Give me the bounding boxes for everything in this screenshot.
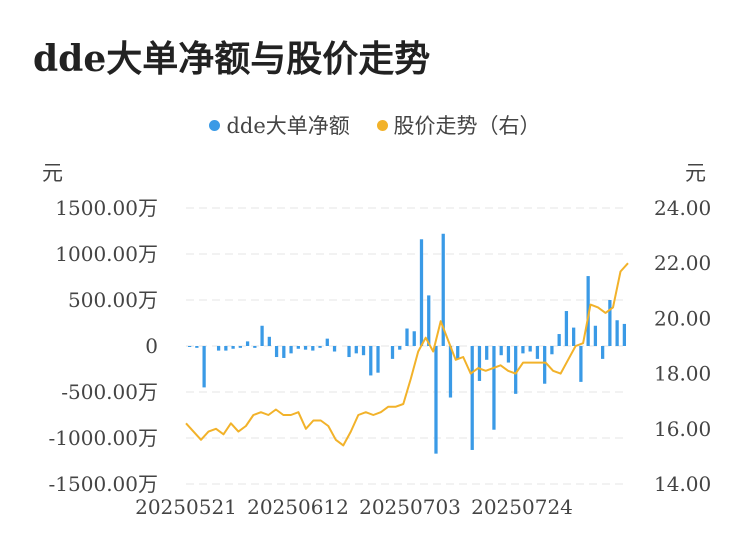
x-tick-label: 20250521	[135, 495, 237, 519]
legend-label-price: 股价走势（右）	[393, 114, 541, 138]
dde-bar	[419, 239, 424, 346]
dde-bar	[448, 346, 453, 398]
dde-bar	[187, 346, 192, 347]
dde-bar	[202, 346, 206, 388]
dde-bar	[332, 346, 337, 352]
legend: dde大单净额 股价走势（右）	[0, 110, 750, 140]
dde-bar	[579, 346, 583, 382]
dde-bar	[593, 325, 598, 346]
right-tick-label: 14.00	[654, 472, 711, 496]
legend-label-dde: dde大单净额	[226, 114, 350, 138]
dde-bar	[390, 346, 395, 359]
legend-dot-dde	[209, 120, 221, 131]
dde-bar	[441, 233, 445, 346]
dde-bar	[615, 320, 619, 346]
dde-bar	[412, 331, 416, 346]
dde-bar	[586, 276, 590, 346]
dde-bar	[195, 346, 199, 348]
x-tick-label: 20250703	[359, 495, 461, 519]
dde-bar	[608, 300, 612, 346]
dde-bar	[572, 327, 576, 346]
dde-bar	[535, 346, 540, 359]
left-tick-label: 500.00万	[68, 288, 158, 312]
dde-bar	[318, 346, 322, 348]
dde-bar	[521, 346, 525, 354]
dde-bar	[238, 346, 242, 348]
price-line	[185, 262, 629, 447]
dde-bar	[369, 346, 373, 376]
dde-bar	[514, 346, 518, 394]
left-tick-label: 0	[145, 334, 158, 358]
dde-bar	[267, 336, 271, 346]
left-tick-label: 1500.00万	[55, 196, 158, 220]
dde-bar	[274, 346, 279, 358]
dde-bar	[550, 346, 554, 355]
right-tick-label: 16.00	[654, 417, 711, 441]
dde-bar	[253, 346, 257, 348]
right-tick-label: 18.00	[654, 362, 711, 386]
dde-bar	[354, 346, 358, 354]
dde-bar	[499, 346, 503, 356]
dde-bar	[260, 325, 264, 346]
dde-bar	[361, 346, 366, 356]
dde-bar	[601, 346, 605, 359]
x-tick-label: 20250612	[247, 495, 349, 519]
dde-bar	[216, 346, 221, 351]
left-tick-label: -1000.00万	[49, 426, 158, 450]
dde-bar	[564, 311, 569, 346]
dde-bar	[376, 346, 380, 373]
dde-bar	[622, 323, 627, 346]
dde-bar	[282, 346, 286, 358]
dde-bar	[289, 346, 293, 354]
dde-bar	[485, 346, 489, 360]
right-tick-label: 20.00	[654, 306, 711, 330]
dde-bar	[311, 346, 315, 351]
dde-bar	[543, 346, 547, 384]
left-tick-label: -500.00万	[61, 380, 158, 404]
x-tick-label: 20250724	[471, 495, 573, 519]
dde-bar	[245, 341, 250, 346]
legend-item-dde[interactable]: dde大单净额	[209, 110, 350, 140]
right-axis-unit: 元	[685, 161, 706, 185]
dde-bar	[347, 346, 351, 358]
legend-item-price[interactable]: 股价走势（右）	[376, 110, 541, 140]
dde-bar	[492, 346, 496, 430]
right-tick-label: 22.00	[654, 251, 711, 275]
legend-dot-price	[376, 120, 388, 131]
dde-bar	[427, 295, 431, 346]
dde-bar	[325, 338, 329, 346]
dde-bar	[434, 346, 438, 454]
dde-bar	[296, 346, 300, 349]
dde-bar	[398, 346, 402, 350]
dde-bar	[405, 328, 409, 346]
dde-bar	[506, 346, 511, 363]
dde-bar	[231, 346, 235, 349]
dde-bar	[528, 346, 532, 352]
left-tick-label: 1000.00万	[55, 242, 158, 266]
dde-bar	[456, 346, 460, 359]
dde-bar	[470, 346, 474, 450]
left-tick-label: -1500.00万	[49, 472, 158, 496]
left-axis-unit: 元	[42, 161, 63, 185]
dde-bar	[557, 334, 561, 346]
dde-bar	[303, 346, 308, 350]
dde-bar	[477, 346, 482, 381]
chart-title: dde大单净额与股价走势	[33, 38, 431, 80]
right-tick-label: 24.00	[654, 196, 711, 220]
dde-bar	[224, 346, 228, 351]
